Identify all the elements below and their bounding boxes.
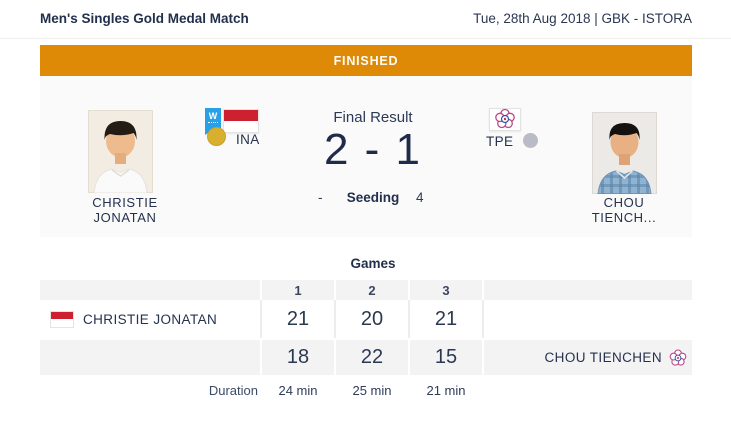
page-title: Men's Singles Gold Medal Match (40, 11, 249, 26)
seeding-left-value: - (318, 190, 323, 205)
game3-duration: 21 min (426, 382, 466, 398)
duration-row-empty-cell (484, 382, 692, 398)
player-right-country: TPE (486, 134, 514, 149)
header-divider (0, 38, 731, 39)
games-header-right-spacer (484, 280, 692, 300)
player-left-row-empty-cell (484, 300, 692, 338)
right-game1-score: 18 (286, 346, 310, 368)
player-left-name-line2: JONATAN (93, 210, 157, 225)
table-row-player-left: CHRISTIE JONATAN 21 20 21 (40, 300, 692, 338)
games-header-row: 1 2 3 (40, 280, 692, 300)
player-right-name-line1: CHOU (603, 195, 645, 210)
left-game2-score: 20 (360, 307, 384, 330)
gold-medal-icon (207, 127, 226, 146)
duration-label: Duration (208, 382, 258, 398)
seeding-label: Seeding (346, 190, 400, 205)
player-right-row-empty-cell (40, 340, 260, 375)
player-left-name: CHRISTIE JONATAN (60, 195, 190, 225)
silver-medal-icon (523, 133, 538, 148)
duration-row: Duration 24 min 25 min 21 min (40, 382, 692, 398)
game3-column-header: 3 (410, 280, 482, 300)
left-game3-score: 21 (434, 307, 458, 330)
player-right-name-line2: TIENCH... (591, 210, 657, 225)
table-row-player-right: 18 22 15 CHOU TIENCHEN (40, 340, 692, 375)
game1-column-header: 1 (262, 280, 334, 300)
player-left-row-name-cell: CHRISTIE JONATAN (40, 300, 260, 338)
game1-duration: 24 min (278, 382, 318, 398)
match-date-venue: Tue, 28th Aug 2018 | GBK - ISTORA (473, 11, 692, 26)
final-result-label: Final Result (333, 109, 413, 126)
chinese-taipei-emblem-icon (669, 348, 687, 366)
chinese-taipei-flag-icon (489, 108, 521, 131)
final-score: 2 - 1 (323, 125, 423, 174)
game2-column-header: 2 (336, 280, 408, 300)
match-status-banner: FINISHED (40, 45, 692, 76)
player-left-country: INA (236, 132, 260, 147)
player-right-photo (592, 112, 657, 194)
winner-ribbon-label: W (207, 111, 219, 123)
player-right-row-name-cell: CHOU TIENCHEN (484, 340, 692, 375)
player-right-name: CHOU TIENCH... (559, 195, 689, 225)
table-player-left-name: CHRISTIE JONATAN (83, 311, 218, 327)
game2-duration: 25 min (352, 382, 392, 398)
left-game1-score: 21 (286, 307, 310, 330)
player-left-photo (88, 110, 153, 193)
right-game2-score: 22 (360, 346, 384, 368)
games-table-title: Games (350, 256, 396, 271)
games-header-left-spacer (40, 280, 260, 300)
seeding-right-value: 4 (416, 190, 424, 205)
indonesia-flag-small-icon (50, 310, 74, 328)
player-left-name-line1: CHRISTIE (92, 195, 158, 210)
match-summary-panel: CHRISTIE JONATAN W INA Final Result 2 - … (40, 76, 692, 237)
right-game3-score: 15 (434, 346, 458, 368)
indonesia-flag-icon (223, 109, 259, 133)
table-player-right-name: CHOU TIENCHEN (544, 350, 662, 365)
